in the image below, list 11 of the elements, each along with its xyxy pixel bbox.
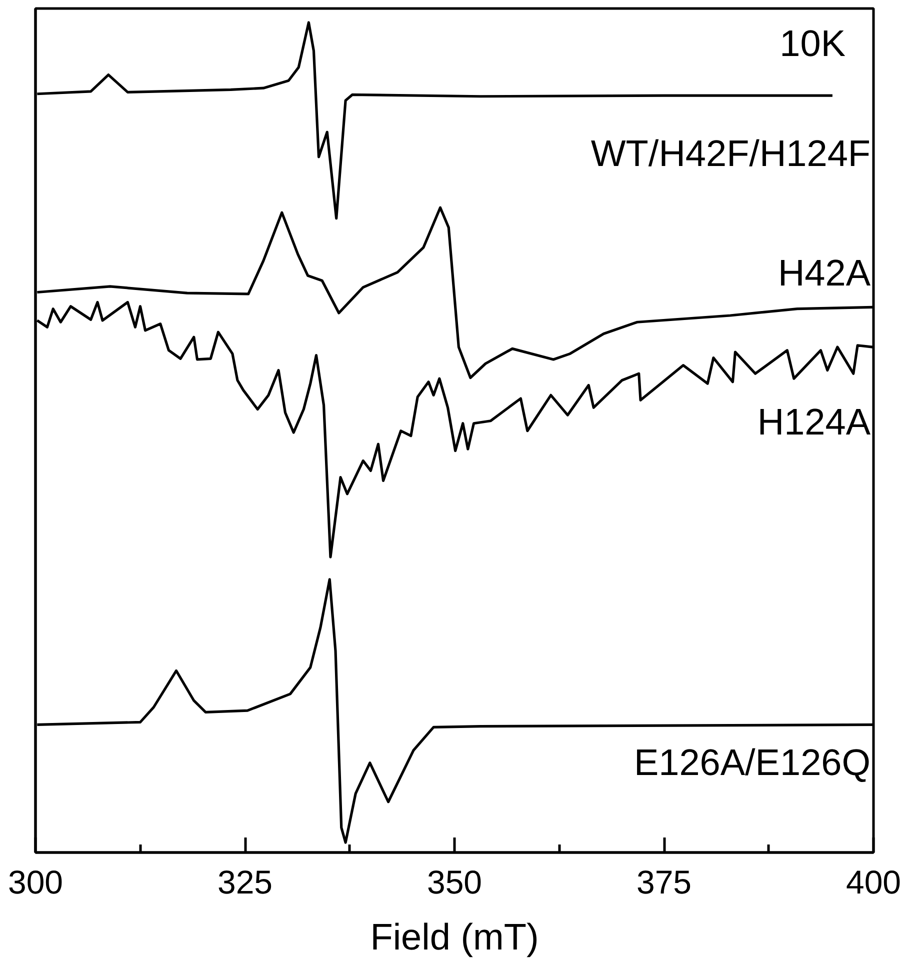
series-label: E126A/E126Q — [634, 742, 870, 784]
x-tick-label: 400 — [846, 864, 902, 900]
series-label: H42A — [778, 252, 871, 294]
annotation: 10K — [780, 23, 846, 64]
series-label: H124A — [757, 402, 871, 443]
x-axis-title: Field (mT) — [370, 916, 539, 958]
x-tick-label: 300 — [8, 864, 64, 900]
x-tick-label: 325 — [217, 864, 273, 900]
x-tick-label: 350 — [426, 864, 482, 900]
series-label: WT/H42F/H124F — [590, 133, 871, 174]
x-tick-label: 375 — [636, 864, 692, 900]
